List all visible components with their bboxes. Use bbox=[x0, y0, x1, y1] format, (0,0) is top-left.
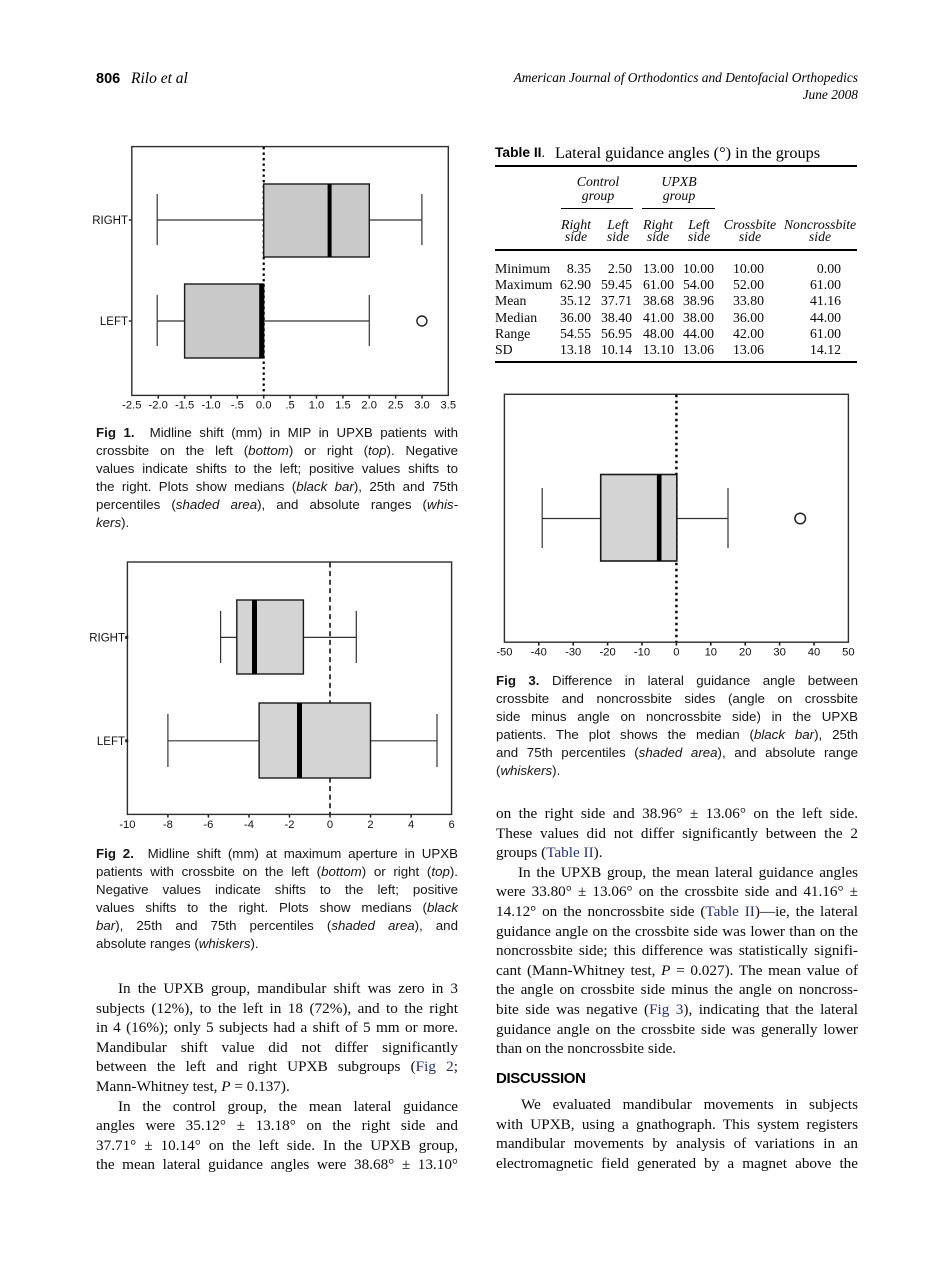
svg-text:10: 10 bbox=[705, 646, 717, 658]
svg-text:-30: -30 bbox=[565, 646, 581, 658]
svg-text:-2: -2 bbox=[285, 819, 295, 831]
svg-text:-.5: -.5 bbox=[231, 399, 244, 411]
svg-text:-2.5: -2.5 bbox=[122, 399, 141, 411]
svg-text:0: 0 bbox=[327, 819, 333, 831]
svg-text:-2.0: -2.0 bbox=[149, 399, 168, 411]
svg-text:-1.0: -1.0 bbox=[201, 399, 220, 411]
svg-text:3.0: 3.0 bbox=[414, 399, 430, 411]
svg-text:1.5: 1.5 bbox=[335, 399, 351, 411]
svg-text:-6: -6 bbox=[203, 819, 213, 831]
svg-text:LEFT: LEFT bbox=[97, 736, 125, 748]
svg-text:50: 50 bbox=[842, 646, 854, 658]
svg-text:-10: -10 bbox=[634, 646, 650, 658]
svg-text:LEFT: LEFT bbox=[100, 316, 128, 328]
svg-text:-40: -40 bbox=[531, 646, 547, 658]
svg-text:2: 2 bbox=[367, 819, 373, 831]
svg-text:1.0: 1.0 bbox=[309, 399, 325, 411]
svg-text:RIGHT: RIGHT bbox=[89, 632, 125, 644]
svg-text:-50: -50 bbox=[496, 646, 512, 658]
svg-text:3.5: 3.5 bbox=[441, 399, 457, 411]
svg-text:6: 6 bbox=[448, 819, 454, 831]
svg-text:.5: .5 bbox=[285, 399, 294, 411]
svg-text:-1.5: -1.5 bbox=[175, 399, 194, 411]
svg-text:0: 0 bbox=[673, 646, 679, 658]
svg-text:-10: -10 bbox=[119, 819, 135, 831]
svg-text:2.5: 2.5 bbox=[388, 399, 404, 411]
svg-text:-8: -8 bbox=[163, 819, 173, 831]
svg-text:40: 40 bbox=[808, 646, 820, 658]
svg-text:2.0: 2.0 bbox=[361, 399, 377, 411]
svg-text:30: 30 bbox=[773, 646, 785, 658]
svg-text:20: 20 bbox=[739, 646, 751, 658]
svg-text:-20: -20 bbox=[600, 646, 616, 658]
svg-text:4: 4 bbox=[408, 819, 414, 831]
svg-text:0.0: 0.0 bbox=[256, 399, 272, 411]
svg-text:RIGHT: RIGHT bbox=[92, 215, 128, 227]
svg-text:-4: -4 bbox=[244, 819, 254, 831]
